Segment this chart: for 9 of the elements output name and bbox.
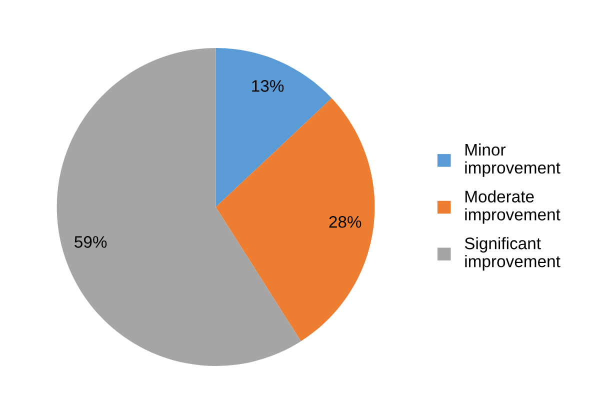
data-label: 28% (329, 216, 362, 228)
pie-slice (56, 48, 301, 366)
pie-slice (216, 48, 332, 207)
legend-label: Minor improvement (465, 143, 560, 177)
data-label: 13% (252, 80, 284, 92)
pie-slice (216, 98, 375, 342)
legend-label: Moderate improvement (465, 190, 560, 224)
data-label: 59% (74, 236, 107, 248)
legend-label: Significant improvement (464, 237, 560, 271)
